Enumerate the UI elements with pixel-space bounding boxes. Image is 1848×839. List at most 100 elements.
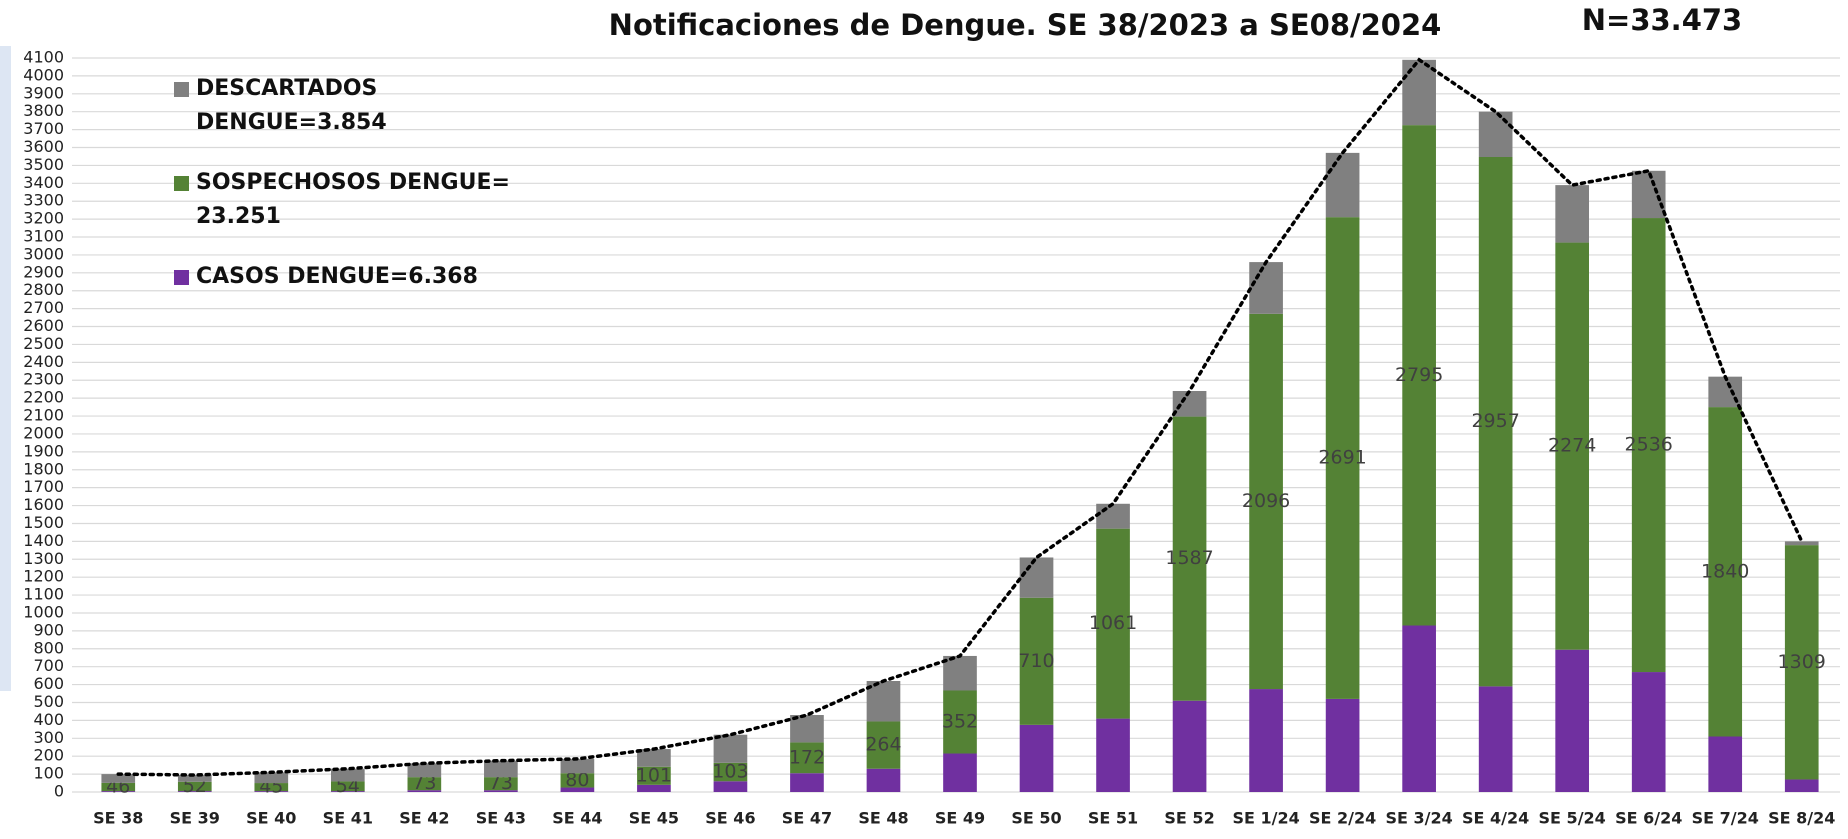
y-tick-label: 200 (33, 746, 64, 765)
y-tick-label: 3800 (23, 101, 64, 120)
y-tick-label: 700 (33, 656, 64, 675)
bar-segment (790, 742, 824, 774)
data-label: 1840 (1701, 560, 1749, 582)
x-tick-label: SE 7/24 (1692, 809, 1759, 828)
x-tick-label: SE 41 (323, 809, 373, 828)
legend-label: SOSPECHOSOS DENGUE= 23.251 (196, 170, 510, 229)
bar-segment (1478, 111, 1513, 158)
x-tick-label: SE 1/24 (1232, 809, 1299, 828)
data-label: 103 (712, 761, 748, 783)
bar-segment (177, 791, 212, 792)
bar-segment (484, 777, 518, 791)
x-tick-label: SE 47 (782, 809, 832, 828)
total-line (116, 57, 1804, 777)
bar-segment (866, 721, 901, 769)
data-label: 80 (565, 769, 589, 791)
x-tick-label: SE 3/24 (1385, 809, 1452, 828)
y-tick-label: 1000 (23, 602, 64, 621)
y-tick-label: 2700 (23, 298, 64, 317)
x-tick-label: SE 5/24 (1539, 809, 1606, 828)
bar-segment (1631, 170, 1666, 219)
y-tick-label: 3900 (23, 83, 64, 102)
bar-segment (484, 760, 518, 778)
x-tick-label: SE 51 (1088, 809, 1138, 828)
bar-segment (1784, 541, 1819, 546)
data-label: 172 (789, 746, 825, 768)
bar-segment (637, 766, 671, 785)
bar-segment (560, 758, 595, 774)
x-tick-label: SE 2/24 (1309, 809, 1376, 828)
y-tick-label: 2500 (23, 334, 64, 353)
bar-segment (1249, 313, 1283, 690)
bar-segment (330, 768, 365, 782)
y-tick-label: 600 (33, 674, 64, 693)
data-label: 2691 (1318, 447, 1366, 469)
data-label: 2795 (1395, 364, 1443, 386)
data-label: 73 (489, 772, 513, 794)
bar-segment (866, 681, 901, 722)
x-tick-label: SE 49 (935, 809, 985, 828)
y-tick-label: 2300 (23, 370, 64, 389)
bar-segment (407, 763, 442, 778)
x-tick-label: SE 44 (552, 809, 602, 828)
bar-segment (1478, 157, 1513, 687)
bar-segment (560, 787, 595, 792)
y-tick-label: 1400 (23, 531, 64, 550)
legend-swatch (174, 82, 189, 97)
bar-segment (1555, 242, 1590, 650)
y-tick-label: 3400 (23, 173, 64, 192)
legend-label: CASOS DENGUE=6.368 (196, 264, 478, 289)
y-tick-label: 2400 (23, 352, 64, 371)
x-tick-label: SE 38 (93, 809, 143, 828)
bar-segment (637, 749, 671, 767)
y-tick-label: 2800 (23, 280, 64, 299)
data-label: 2957 (1471, 410, 1519, 432)
y-tick-label: 900 (33, 620, 64, 639)
bar-segment (1172, 700, 1207, 792)
x-tick-label: SE 6/24 (1615, 809, 1682, 828)
data-label: 2274 (1548, 435, 1596, 457)
bar-segment (943, 655, 977, 691)
x-tick-label: SE 4/24 (1462, 809, 1529, 828)
bar-segment (1784, 545, 1819, 780)
y-tick-label: 1800 (23, 459, 64, 478)
x-tick-label: SE 52 (1164, 809, 1214, 828)
bar-segment (560, 773, 595, 788)
bar-segment (1631, 218, 1666, 673)
y-tick-label: 1500 (23, 513, 64, 532)
y-tick-label: 2600 (23, 316, 64, 335)
legend-entry: CASOS DENGUE=6.368 (174, 260, 516, 294)
bar-segment (407, 790, 442, 792)
y-tick-label: 500 (33, 692, 64, 711)
bar-segment (1325, 152, 1360, 218)
bar-segment (1478, 686, 1513, 792)
bar-segment (330, 781, 365, 792)
data-label: 710 (1018, 650, 1054, 672)
bar-segment (943, 690, 977, 754)
bar-segment (101, 774, 136, 783)
y-tick-label: 300 (33, 728, 64, 747)
bar-segment (407, 777, 442, 791)
bar-segment (1555, 649, 1590, 792)
x-tick-label: SE 48 (858, 809, 908, 828)
y-tick-label: 3300 (23, 191, 64, 210)
y-tick-label: 0 (54, 782, 64, 801)
data-label: 1587 (1165, 547, 1213, 569)
bar-segment (101, 791, 136, 792)
x-tick-label: SE 50 (1011, 809, 1061, 828)
bar-segment (1172, 390, 1207, 417)
y-tick-label: 4000 (23, 65, 64, 84)
x-tick-label: SE 46 (705, 809, 755, 828)
bar-segment (254, 791, 289, 792)
data-label: 73 (412, 772, 436, 794)
legend-swatch (174, 270, 189, 285)
bar-segment (1019, 724, 1054, 792)
data-label: 264 (865, 734, 901, 756)
x-tick-label: SE 8/24 (1768, 809, 1835, 828)
y-tick-label: 3700 (23, 119, 64, 138)
bar-segment (330, 791, 365, 792)
y-tick-label: 3600 (23, 137, 64, 156)
bar-segment (713, 734, 748, 763)
bar-segment (254, 783, 289, 792)
